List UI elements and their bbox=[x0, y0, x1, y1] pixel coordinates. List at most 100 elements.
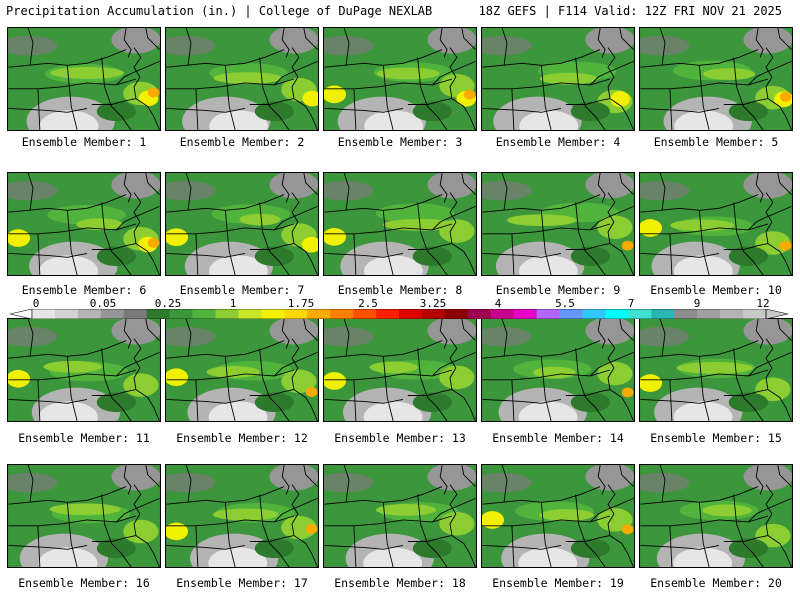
ensemble-member-label: Ensemble Member: 8 bbox=[337, 283, 463, 297]
colorbar-tick-label: 9 bbox=[693, 297, 701, 310]
colorbar-segment bbox=[651, 309, 675, 319]
ensemble-member-panel bbox=[7, 27, 161, 131]
precip-map bbox=[324, 319, 476, 421]
colorbar-segment bbox=[490, 309, 514, 319]
colorbar-segment bbox=[559, 309, 583, 319]
ensemble-member-panel bbox=[7, 318, 161, 422]
ensemble-member-panel bbox=[165, 318, 319, 422]
colorbar-segment bbox=[284, 309, 308, 319]
ensemble-member-label: Ensemble Member: 2 bbox=[179, 135, 305, 149]
colorbar-segment bbox=[77, 309, 102, 319]
ensemble-member-panel bbox=[323, 318, 477, 422]
colorbar-tick-label: 0.05 bbox=[89, 297, 117, 310]
colorbar-min-arrow bbox=[10, 309, 33, 319]
colorbar-segment bbox=[674, 309, 698, 319]
colorbar-max-arrow bbox=[765, 309, 788, 319]
precip-map bbox=[8, 319, 160, 421]
colorbar-segment bbox=[54, 309, 79, 319]
ensemble-member-label: Ensemble Member: 6 bbox=[21, 283, 147, 297]
ensemble-member-panel bbox=[481, 464, 635, 568]
precip-map bbox=[324, 173, 476, 275]
precip-map bbox=[640, 319, 792, 421]
precip-map bbox=[482, 465, 634, 567]
ensemble-member-panel bbox=[323, 464, 477, 568]
ensemble-member-label: Ensemble Member: 5 bbox=[653, 135, 779, 149]
precip-map bbox=[8, 465, 160, 567]
colorbar-segment bbox=[720, 309, 744, 319]
colorbar-segment bbox=[536, 309, 560, 319]
ensemble-member-panel bbox=[481, 27, 635, 131]
colorbar-segment bbox=[32, 309, 56, 319]
ensemble-member-panel bbox=[639, 318, 793, 422]
precip-map bbox=[482, 173, 634, 275]
colorbar-segment bbox=[261, 309, 285, 319]
ensemble-member-panel bbox=[481, 318, 635, 422]
colorbar-segment bbox=[399, 309, 423, 319]
colorbar-tick-label: 7 bbox=[627, 297, 635, 310]
precip-map bbox=[8, 28, 160, 130]
colorbar-segment bbox=[467, 309, 492, 319]
colorbar-segment bbox=[192, 309, 216, 319]
precip-map bbox=[8, 173, 160, 275]
colorbar-segment bbox=[444, 309, 469, 319]
ensemble-member-panel bbox=[323, 27, 477, 131]
ensemble-member-label: Ensemble Member: 12 bbox=[176, 431, 308, 445]
colorbar-segment bbox=[215, 309, 239, 319]
ensemble-member-label: Ensemble Member: 4 bbox=[495, 135, 621, 149]
colorbar-segment bbox=[628, 309, 652, 319]
ensemble-member-label: Ensemble Member: 10 bbox=[650, 283, 782, 297]
colorbar-tick-label: 3.25 bbox=[419, 297, 447, 310]
ensemble-member-panel bbox=[323, 172, 477, 276]
colorbar-segment bbox=[307, 309, 331, 319]
precip-map bbox=[482, 319, 634, 421]
ensemble-member-label: Ensemble Member: 15 bbox=[650, 431, 782, 445]
ensemble-member-label: Ensemble Member: 1 bbox=[21, 135, 147, 149]
ensemble-member-label: Ensemble Member: 17 bbox=[176, 576, 308, 590]
precip-map bbox=[640, 28, 792, 130]
colorbar bbox=[10, 309, 788, 319]
colorbar-segment bbox=[513, 309, 537, 319]
ensemble-member-label: Ensemble Member: 14 bbox=[492, 431, 624, 445]
colorbar-tick-label: 5.5 bbox=[555, 297, 575, 310]
ensemble-member-panel bbox=[639, 172, 793, 276]
precip-map bbox=[166, 173, 318, 275]
colorbar-segment bbox=[353, 309, 377, 319]
colorbar-segment bbox=[697, 309, 721, 319]
ensemble-member-panel bbox=[639, 27, 793, 131]
colorbar-segment bbox=[582, 309, 606, 319]
precip-map bbox=[482, 28, 634, 130]
ensemble-member-panel bbox=[7, 464, 161, 568]
colorbar-tick-label: 2.5 bbox=[358, 297, 378, 310]
colorbar-tick-label: 1.75 bbox=[287, 297, 315, 310]
ensemble-member-panel bbox=[165, 464, 319, 568]
precip-map bbox=[640, 173, 792, 275]
ensemble-member-label: Ensemble Member: 18 bbox=[334, 576, 466, 590]
colorbar-segment bbox=[421, 309, 446, 319]
ensemble-member-label: Ensemble Member: 16 bbox=[18, 576, 150, 590]
colorbar-tick-label: 1 bbox=[229, 297, 237, 310]
colorbar-tick-label: 12 bbox=[756, 297, 770, 310]
colorbar-segment bbox=[100, 309, 125, 319]
ensemble-member-panel bbox=[165, 27, 319, 131]
precip-map bbox=[640, 465, 792, 567]
precip-map bbox=[166, 465, 318, 567]
colorbar-tick-label: 4 bbox=[494, 297, 502, 310]
precip-map bbox=[166, 28, 318, 130]
ensemble-member-label: Ensemble Member: 9 bbox=[495, 283, 621, 297]
colorbar-segment bbox=[238, 309, 262, 319]
ensemble-member-label: Ensemble Member: 3 bbox=[337, 135, 463, 149]
ensemble-member-label: Ensemble Member: 11 bbox=[18, 431, 150, 445]
ensemble-member-label: Ensemble Member: 13 bbox=[334, 431, 466, 445]
precip-map bbox=[324, 465, 476, 567]
ensemble-member-panel bbox=[481, 172, 635, 276]
ensemble-member-panel bbox=[165, 172, 319, 276]
ensemble-member-label: Ensemble Member: 7 bbox=[179, 283, 305, 297]
precip-map bbox=[166, 319, 318, 421]
ensemble-member-label: Ensemble Member: 20 bbox=[650, 576, 782, 590]
colorbar-tick-label: 0 bbox=[32, 297, 40, 310]
valid-time-label: 18Z GEFS | F114 Valid: 12Z FRI NOV 21 20… bbox=[478, 4, 782, 18]
colorbar-tick-label: 0.25 bbox=[154, 297, 182, 310]
colorbar-segment bbox=[169, 309, 193, 319]
ensemble-member-label: Ensemble Member: 19 bbox=[492, 576, 624, 590]
ensemble-member-panel bbox=[7, 172, 161, 276]
